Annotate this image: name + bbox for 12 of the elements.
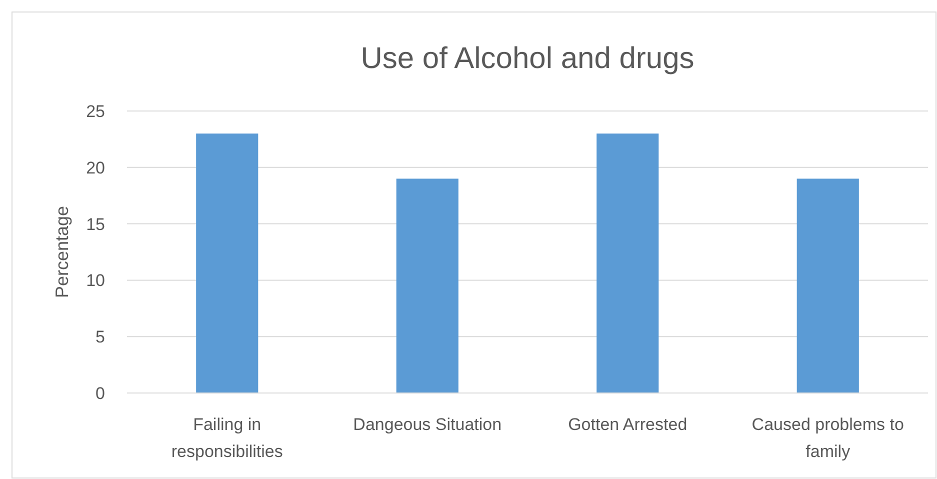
y-tick-label: 10 (86, 271, 105, 290)
y-tick-label: 20 (86, 158, 105, 178)
y-tick-label: 25 (86, 102, 105, 121)
y-axis-title: Percentage (52, 206, 72, 298)
y-tick-label: 5 (96, 328, 105, 347)
y-tick-label: 0 (96, 384, 105, 403)
y-tick-label: 15 (86, 214, 105, 234)
x-tick-label: Caused problems to family (752, 415, 904, 461)
x-tick-label: Gotten Arrested (568, 415, 688, 434)
x-tick-label: Dangeous Situation (353, 415, 502, 434)
chart-title: Use of Alcohol and drugs (360, 42, 694, 75)
x-tick-label: Failing in responsibilities (171, 415, 283, 461)
